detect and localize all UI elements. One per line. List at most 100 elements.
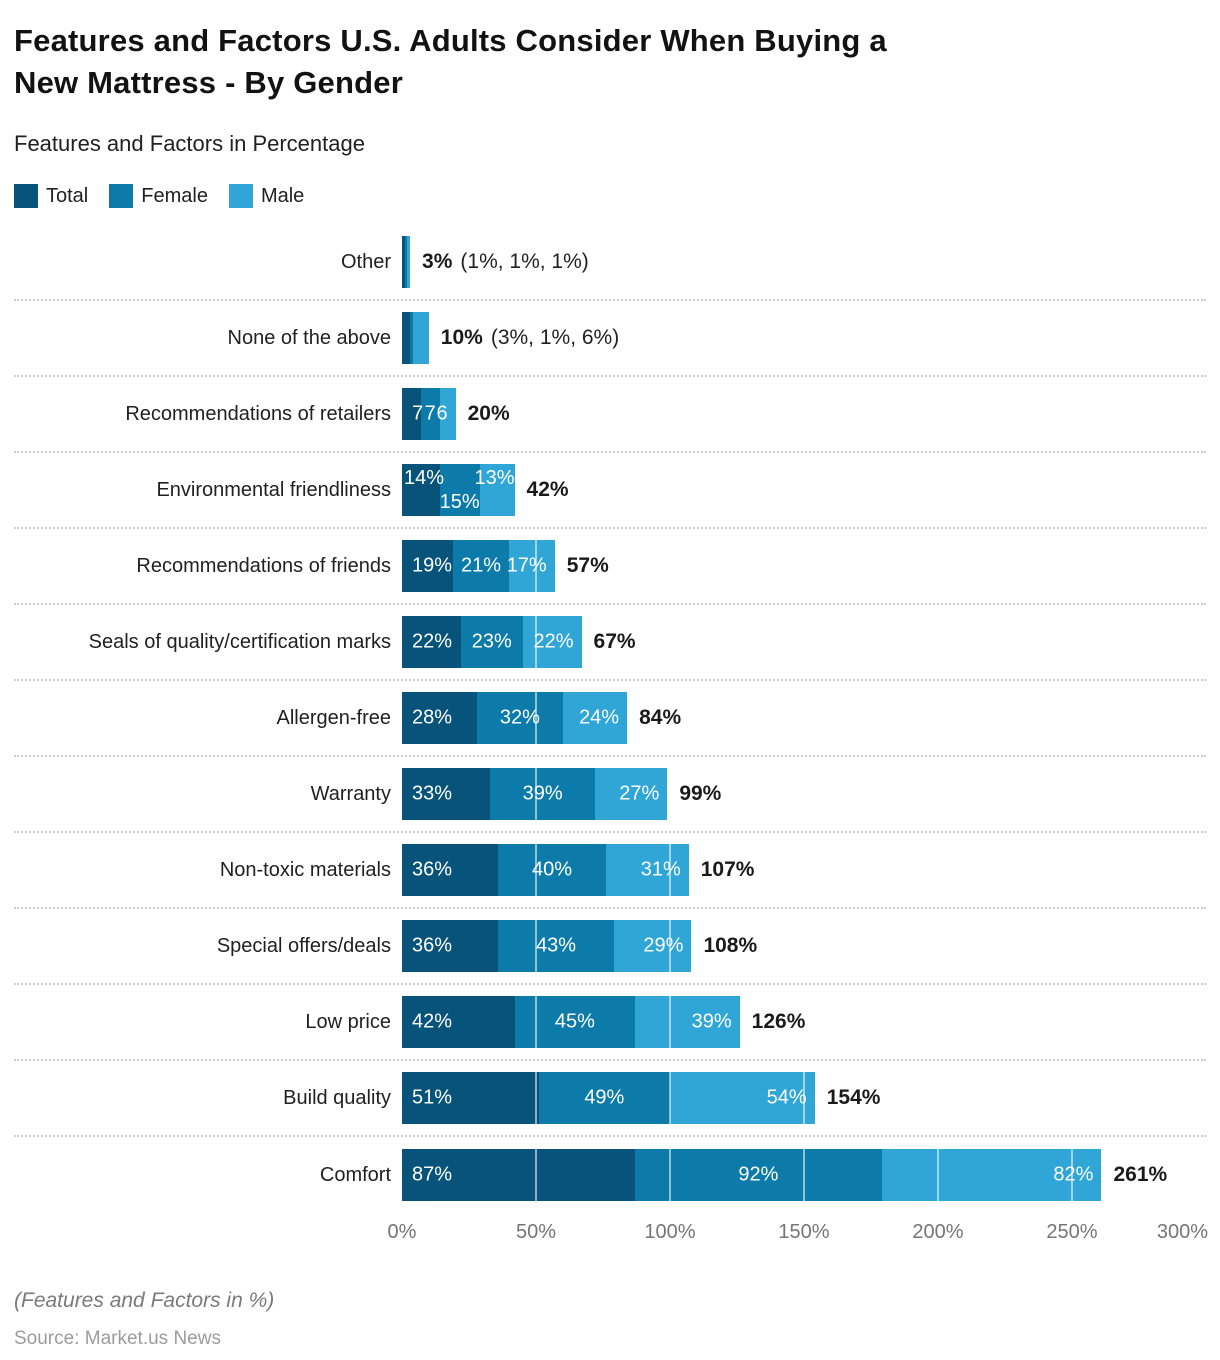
segment-value-label: 7 bbox=[424, 402, 436, 425]
stacked-bar: 42% 45% 39% bbox=[402, 996, 740, 1048]
bar-segment-female bbox=[410, 312, 413, 364]
x-axis-tick: 50% bbox=[515, 1221, 557, 1243]
x-axis-tick: 250% bbox=[1046, 1221, 1098, 1243]
gridline bbox=[669, 1072, 671, 1124]
segment-value-label: 39% bbox=[691, 1010, 732, 1033]
segment-value-label: 82% bbox=[1053, 1163, 1094, 1186]
bar-segment-total bbox=[402, 312, 411, 364]
bar-segment-male: 6 bbox=[436, 388, 456, 440]
gridline bbox=[535, 1072, 537, 1124]
bar-segment-male: 39% bbox=[635, 996, 740, 1048]
total-label: 154% bbox=[827, 1086, 881, 1110]
row-plot: 87% 92% 82% 261% bbox=[402, 1137, 1206, 1213]
gridline bbox=[535, 540, 537, 592]
segment-value-label: 17% bbox=[506, 554, 547, 577]
x-axis-tick: 150% bbox=[778, 1221, 830, 1243]
bar-segment-female: 23% bbox=[460, 616, 523, 668]
segment-value-label: 31% bbox=[640, 858, 681, 881]
bar-segment-female: 39% bbox=[490, 768, 595, 820]
gridline bbox=[535, 616, 537, 668]
gridline bbox=[1071, 1149, 1073, 1201]
stacked-bar: 36% 40% 31% bbox=[402, 844, 689, 896]
segment-value-label: 42% bbox=[412, 1010, 453, 1033]
stacked-bar: 28% 32% 24% bbox=[402, 692, 628, 744]
chart-row: Warranty 33% 39% 27% 99% bbox=[14, 757, 1206, 833]
bar-segment-male: 24% bbox=[562, 692, 628, 744]
stacked-bar: 87% 92% 82% bbox=[402, 1149, 1102, 1201]
category-label: Allergen-free bbox=[276, 706, 391, 729]
legend-swatch-male bbox=[228, 184, 253, 208]
row-plot: 19% 21% 17% 57% bbox=[402, 529, 1206, 603]
bar-segment-total: 36% bbox=[402, 844, 499, 896]
chart-row: None of the above 10% (3%, 1%, 6%) bbox=[14, 301, 1206, 377]
gridline bbox=[803, 1149, 805, 1201]
row-plot: 14% 15% 13% 42% bbox=[402, 453, 1206, 527]
gridline bbox=[535, 844, 537, 896]
bar-segment-male: 27% bbox=[594, 768, 668, 820]
title-line-1: Features and Factors U.S. Adults Conside… bbox=[14, 23, 887, 58]
chart-row: Environmental friendliness 14% 15% 13% 42% bbox=[14, 453, 1206, 529]
gridline bbox=[669, 1149, 671, 1201]
segment-value-label: 22% bbox=[533, 630, 574, 653]
segment-value-label: 29% bbox=[643, 934, 684, 957]
total-label: 42% bbox=[527, 478, 569, 502]
bar-segment-total: 51% bbox=[402, 1072, 539, 1124]
row-plot: 42% 45% 39% 126% bbox=[402, 985, 1206, 1059]
row-plot: 51% 49% 54% 154% bbox=[402, 1061, 1206, 1135]
category-label: Non-toxic materials bbox=[219, 858, 391, 881]
legend-label: Total bbox=[46, 184, 89, 207]
stacked-bar: 33% 39% 27% bbox=[402, 768, 668, 820]
bar-segment-total: 14% bbox=[402, 464, 444, 516]
total-value: 20% bbox=[467, 402, 510, 425]
total-value: 84% bbox=[639, 706, 682, 729]
gridline bbox=[669, 996, 671, 1048]
segment-value-label: 43% bbox=[536, 934, 577, 957]
total-label: 67% bbox=[594, 630, 636, 654]
title-line-2: New Mattress - By Gender bbox=[14, 65, 403, 100]
segment-value-label: 49% bbox=[584, 1086, 625, 1109]
category-label: Seals of quality/certification marks bbox=[88, 630, 391, 653]
bar-segment-total: 22% bbox=[402, 616, 461, 668]
chart-row: Low price 42% 45% 39% 126% bbox=[14, 985, 1206, 1061]
stacked-bar: 14% 15% 13% bbox=[402, 464, 515, 516]
bar-segment-total bbox=[402, 236, 405, 288]
total-label: 261% bbox=[1113, 1163, 1167, 1187]
source-credit: Source: Market.us News bbox=[14, 1328, 221, 1349]
breakdown-detail: (3%, 1%, 6%) bbox=[490, 326, 620, 349]
bar-segment-total: 33% bbox=[402, 768, 491, 820]
bar-segment-male: 29% bbox=[613, 920, 692, 972]
total-value: 67% bbox=[593, 630, 636, 653]
total-label: 107% bbox=[701, 858, 755, 882]
stacked-bar: 36% 43% 29% bbox=[402, 920, 692, 972]
breakdown-detail: (1%, 1%, 1%) bbox=[460, 250, 589, 273]
gridline bbox=[535, 996, 537, 1048]
chart-row: Special offers/deals 36% 43% 29% 108% bbox=[14, 909, 1206, 985]
stacked-bar: 19% 21% 17% bbox=[402, 540, 555, 592]
bar-segment-female: 15% bbox=[439, 464, 480, 516]
legend-label: Male bbox=[260, 184, 305, 207]
chart-row: Other 3% (1%, 1%, 1%) bbox=[14, 225, 1206, 301]
segment-value-label: 40% bbox=[532, 858, 573, 881]
total-value: 3% bbox=[422, 250, 453, 273]
total-label: 10% (3%, 1%, 6%) bbox=[441, 326, 619, 350]
segment-value-label: 36% bbox=[412, 934, 453, 957]
total-value: 42% bbox=[526, 478, 569, 501]
stacked-bar: 51% 49% 54% bbox=[402, 1072, 815, 1124]
segment-value-label: 22% bbox=[412, 630, 453, 653]
segment-value-label: 23% bbox=[471, 630, 512, 653]
segment-value-label: 24% bbox=[579, 706, 620, 729]
x-axis: 0% 50% 100% 150% 200% 250% 300% bbox=[388, 1221, 1208, 1247]
total-label: 108% bbox=[703, 934, 757, 958]
total-value: 107% bbox=[700, 858, 755, 881]
bar-segment-female: 45% bbox=[514, 996, 636, 1048]
category-label: Comfort bbox=[319, 1163, 391, 1186]
stacked-bar bbox=[402, 312, 429, 364]
segment-value-label: 87% bbox=[412, 1163, 453, 1186]
bar-segment-male: 13% bbox=[475, 464, 515, 516]
chart-row: Recommendations of retailers 7 7 6 20% bbox=[14, 377, 1206, 453]
total-value: 57% bbox=[566, 554, 609, 577]
chart-row: Seals of quality/certification marks 22% 2… bbox=[14, 605, 1206, 681]
stacked-bar bbox=[402, 236, 411, 288]
segment-value-label: 21% bbox=[461, 554, 502, 577]
